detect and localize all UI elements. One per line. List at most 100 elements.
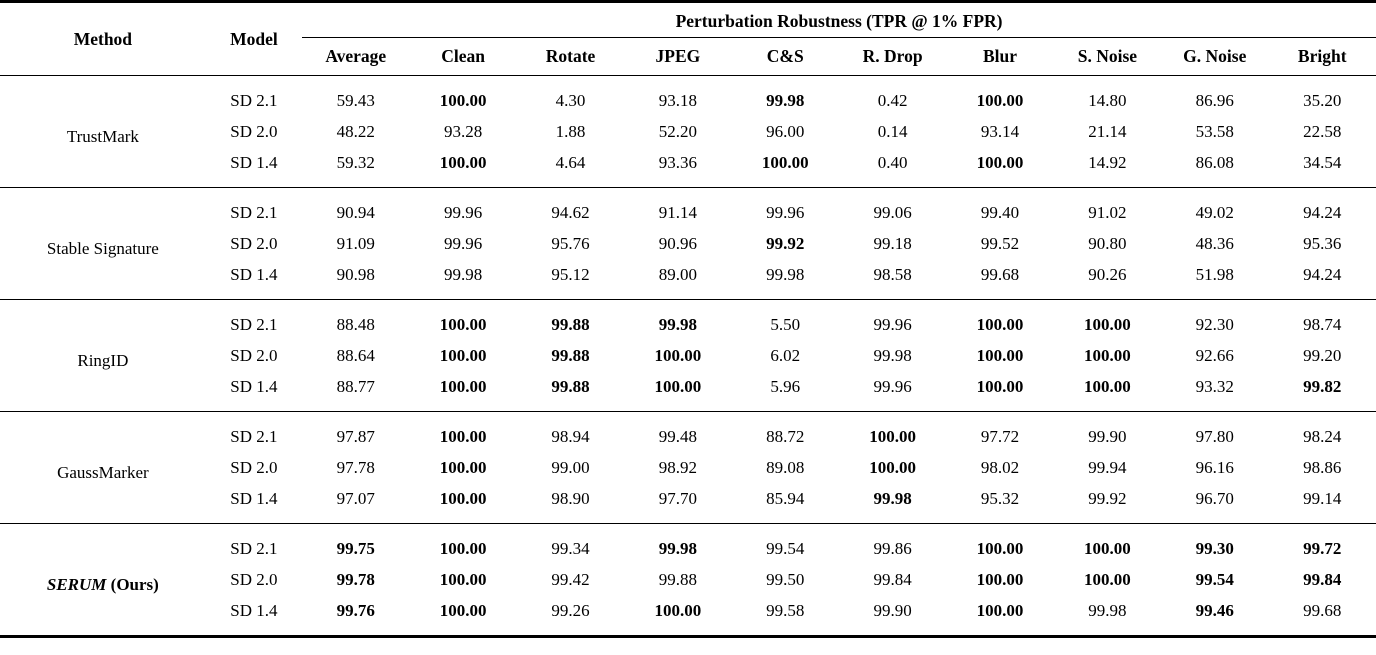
col-header-rotate: Rotate [516, 37, 625, 76]
table-row: SD 1.4 90.98 99.98 95.12 89.00 99.98 98.58 99.6… [0, 259, 1376, 300]
value-cell: 99.86 [838, 523, 947, 564]
value-cell: 99.88 [551, 346, 590, 365]
value-cell: 99.94 [1088, 458, 1127, 477]
value-cell: 97.07 [336, 489, 375, 508]
value-cell: 99.40 [946, 187, 1054, 228]
value-cell: 99.14 [1303, 489, 1342, 508]
method-cell: GaussMarker [0, 411, 206, 524]
method-cell: TrustMark [0, 75, 206, 188]
value-cell: 95.76 [551, 234, 590, 253]
value-cell: 49.02 [1161, 187, 1269, 228]
model-cell: SD 1.4 [230, 265, 278, 284]
value-cell: 99.88 [551, 377, 590, 396]
value-cell: 93.14 [980, 122, 1020, 141]
value-cell: 4.64 [555, 153, 586, 172]
method-cell: RingID [0, 299, 206, 412]
value-cell: 91.09 [336, 234, 375, 253]
value-cell: 100.00 [439, 489, 487, 508]
subheader-row: Average Clean Rotate JPEG C&S R. Drop Blur S. N… [0, 37, 1376, 76]
value-cell: 99.76 [336, 601, 375, 620]
value-cell: 99.18 [873, 234, 912, 253]
value-cell: 99.84 [873, 570, 912, 589]
value-cell: 99.34 [516, 523, 625, 564]
value-cell: 35.20 [1303, 91, 1342, 110]
value-cell: 99.96 [409, 187, 517, 228]
value-cell: 99.96 [838, 299, 947, 340]
value-cell: 88.48 [302, 299, 410, 340]
value-cell: 99.90 [873, 601, 912, 620]
table-row: RingID SD 2.1 88.48 100.00 99.88 99.98 5.50 99.… [0, 299, 1376, 412]
value-cell: 100.00 [439, 153, 487, 172]
value-cell: 90.96 [658, 234, 698, 253]
value-cell: 14.80 [1088, 91, 1127, 110]
value-cell: 100.00 [976, 601, 1024, 620]
value-cell: 100.00 [409, 523, 517, 564]
value-cell: 89.00 [658, 265, 698, 284]
value-cell: 100.00 [946, 299, 1054, 340]
value-cell: 98.58 [873, 265, 912, 284]
value-cell: 100.00 [654, 601, 702, 620]
model-cell: SD 2.0 [230, 234, 278, 253]
table-row: SD 1.4 99.76 100.00 99.26 100.00 99.58 99.90 10… [0, 595, 1376, 637]
value-cell: 14.92 [1088, 153, 1127, 172]
value-cell: 95.32 [980, 489, 1020, 508]
value-cell: 99.68 [1303, 601, 1342, 620]
value-cell: 97.87 [302, 411, 410, 452]
value-cell: 99.52 [980, 234, 1020, 253]
value-cell: 99.72 [1268, 523, 1376, 564]
value-cell: 98.94 [516, 411, 625, 452]
value-cell: 99.68 [980, 265, 1020, 284]
value-cell: 100.00 [439, 377, 487, 396]
value-cell: 98.24 [1268, 411, 1376, 452]
value-cell: 99.00 [551, 458, 590, 477]
value-cell: 97.78 [336, 458, 375, 477]
value-cell: 94.24 [1268, 187, 1376, 228]
table-row: SD 2.0 48.22 93.28 1.88 52.20 96.00 0.14 93.14 2… [0, 116, 1376, 147]
value-cell: 99.75 [302, 523, 410, 564]
col-header-c-s: C&S [731, 37, 839, 76]
model-cell: SD 1.4 [230, 601, 278, 620]
value-cell: 99.88 [658, 570, 698, 589]
model-cell: SD 1.4 [230, 377, 278, 396]
value-cell: 99.84 [1303, 570, 1342, 589]
value-cell: 91.02 [1053, 187, 1162, 228]
value-cell: 99.96 [444, 234, 483, 253]
table-row: GaussMarker SD 2.1 97.87 100.00 98.94 99.48 88… [0, 411, 1376, 524]
value-cell: 99.54 [731, 523, 839, 564]
value-cell: 99.98 [624, 523, 732, 564]
model-cell: SD 2.1 [205, 523, 303, 564]
value-cell: 99.92 [1088, 489, 1127, 508]
value-cell: 34.54 [1303, 153, 1342, 172]
col-header-clean: Clean [409, 37, 517, 76]
value-cell: 86.96 [1195, 91, 1234, 110]
col-header-g-noise: G. Noise [1161, 37, 1269, 76]
value-cell: 90.98 [336, 265, 375, 284]
value-cell: 100.00 [654, 346, 702, 365]
value-cell: 100.00 [976, 377, 1024, 396]
col-header-blur: Blur [946, 37, 1054, 76]
value-cell: 48.22 [336, 122, 375, 141]
value-cell: 100.00 [439, 458, 487, 477]
value-cell: 90.80 [1088, 234, 1127, 253]
value-cell: 94.62 [516, 187, 625, 228]
value-cell: 100.00 [654, 377, 702, 396]
table-row: SERUM (Ours) SD 2.1 99.75 100.00 99.34 99.98 9… [0, 523, 1376, 637]
value-cell: 99.98 [624, 299, 732, 340]
model-cell: SD 1.4 [230, 153, 278, 172]
value-cell: 99.54 [1195, 570, 1234, 589]
value-cell: 85.94 [766, 489, 805, 508]
table-row: SD 2.0 97.78 100.00 99.00 98.92 89.08 100.00 98… [0, 452, 1376, 483]
method-name-part: SERUM [46, 574, 107, 594]
table-row: Stable Signature SD 2.1 90.94 99.96 94.62 91.… [0, 187, 1376, 300]
model-cell: SD 2.1 [205, 299, 303, 340]
value-cell: 88.64 [336, 346, 375, 365]
value-cell: 99.06 [838, 187, 947, 228]
value-cell: 100.00 [869, 458, 917, 477]
value-cell: 99.50 [766, 570, 805, 589]
value-cell: 98.02 [980, 458, 1020, 477]
value-cell: 99.26 [551, 601, 590, 620]
value-cell: 93.18 [658, 91, 698, 110]
method-cell: SERUM (Ours) [0, 523, 206, 637]
table-body: TrustMark SD 2.1 59.43 100.00 4.30 93.18 99.98… [0, 75, 1376, 637]
